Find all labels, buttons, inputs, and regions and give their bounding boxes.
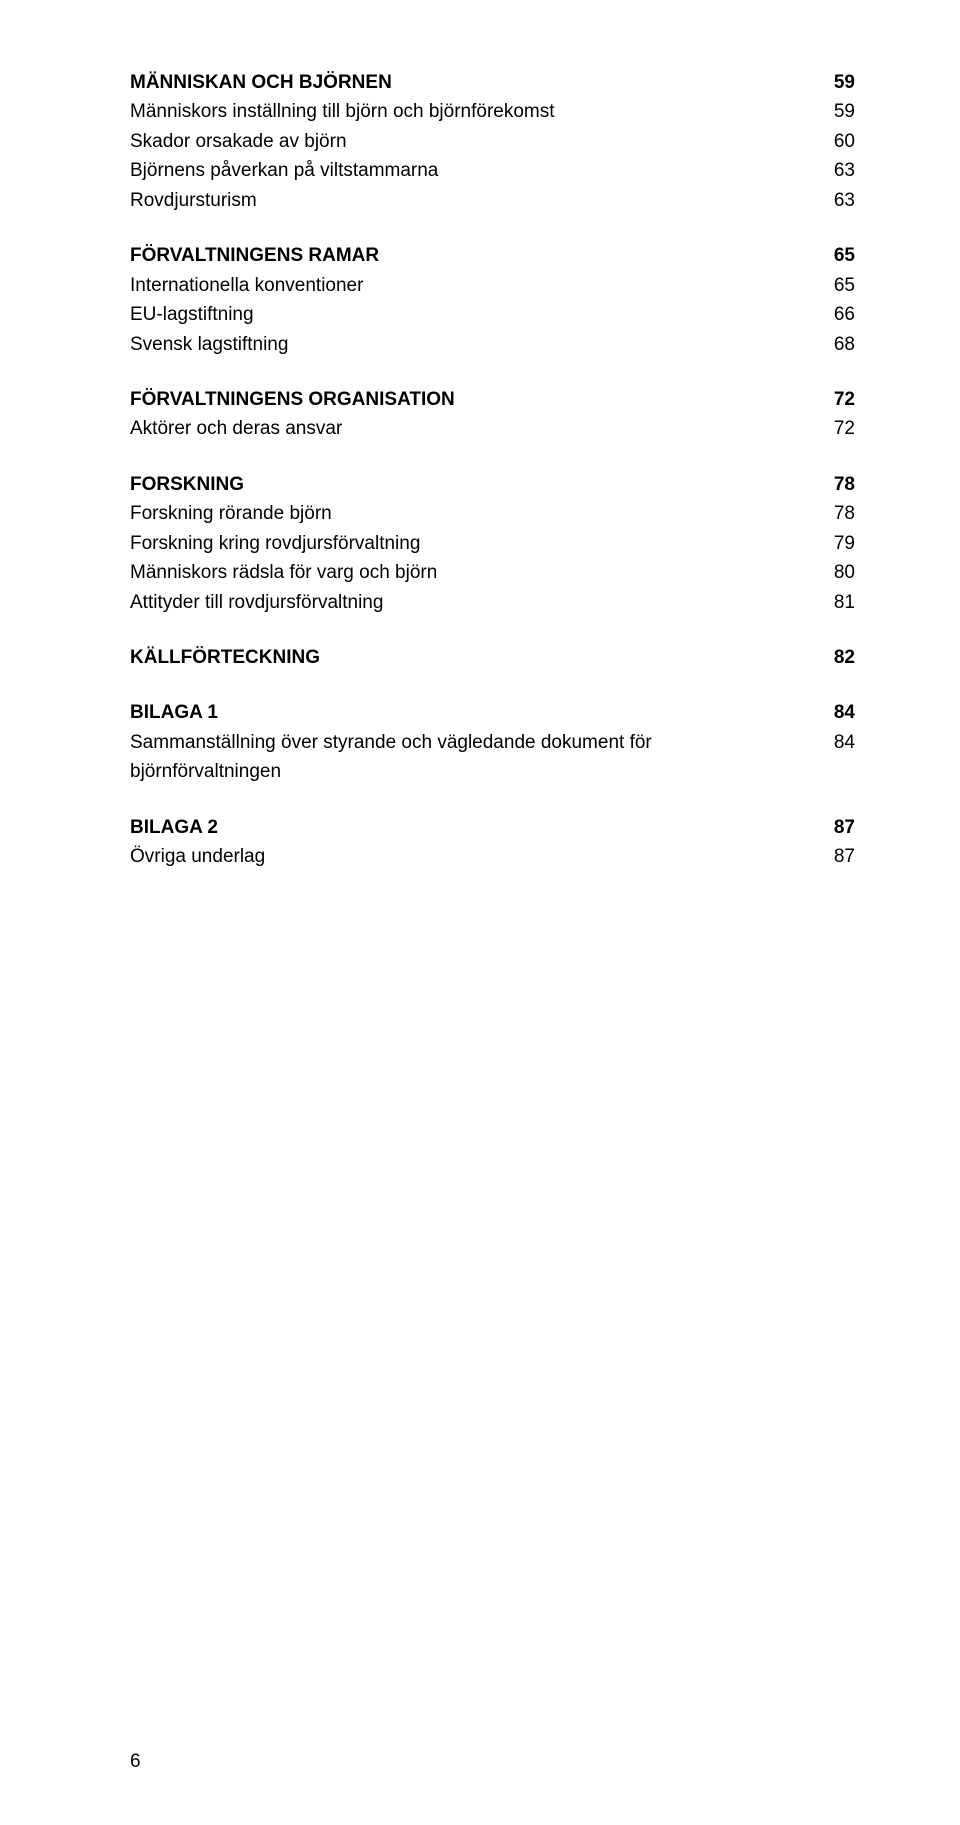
toc-row: Människors rädsla för varg och björn80 (130, 558, 855, 587)
toc-label: Övriga underlag (130, 842, 823, 871)
toc-row: FORSKNING78 (130, 470, 855, 499)
toc-page-number: 84 (823, 728, 855, 757)
toc-row: Forskning kring rovdjursförvaltning79 (130, 529, 855, 558)
toc-row: Aktörer och deras ansvar72 (130, 414, 855, 443)
toc-page-number: 78 (823, 499, 855, 528)
toc-section: FÖRVALTNINGENS RAMAR65Internationella ko… (130, 241, 855, 359)
toc-row: Övriga underlag87 (130, 842, 855, 871)
toc-row: BILAGA 184 (130, 698, 855, 727)
toc-label: FÖRVALTNINGENS RAMAR (130, 241, 823, 270)
toc-label: BILAGA 1 (130, 698, 823, 727)
toc-row: Attityder till rovdjursförvaltning81 (130, 588, 855, 617)
toc-label: EU-lagstiftning (130, 300, 823, 329)
toc-row: MÄNNISKAN OCH BJÖRNEN59 (130, 68, 855, 97)
toc-row: KÄLLFÖRTECKNING82 (130, 643, 855, 672)
toc-label: FORSKNING (130, 470, 823, 499)
toc-label: MÄNNISKAN OCH BJÖRNEN (130, 68, 823, 97)
page-number: 6 (130, 1751, 141, 1773)
toc-row: FÖRVALTNINGENS ORGANISATION72 (130, 385, 855, 414)
toc-label: Svensk lagstiftning (130, 330, 823, 359)
toc-row: Människors inställning till björn och bj… (130, 97, 855, 126)
toc-label: Forskning kring rovdjursförvaltning (130, 529, 823, 558)
toc-page-number: 87 (823, 842, 855, 871)
toc-label: Rovdjursturism (130, 186, 823, 215)
toc-page-number: 82 (823, 643, 855, 672)
toc-page-number: 72 (823, 414, 855, 443)
toc-page-number: 78 (823, 470, 855, 499)
toc-section: BILAGA 287Övriga underlag87 (130, 813, 855, 872)
toc-page-number: 63 (823, 156, 855, 185)
toc-page-number: 65 (823, 271, 855, 300)
toc-row: Björnens påverkan på viltstammarna63 (130, 156, 855, 185)
toc-page-number: 87 (823, 813, 855, 842)
toc-page-number: 84 (823, 698, 855, 727)
table-of-contents: MÄNNISKAN OCH BJÖRNEN59Människors instäl… (130, 68, 855, 872)
toc-page-number: 65 (823, 241, 855, 270)
toc-page-number: 72 (823, 385, 855, 414)
toc-page-number: 68 (823, 330, 855, 359)
toc-row: FÖRVALTNINGENS RAMAR65 (130, 241, 855, 270)
page: MÄNNISKAN OCH BJÖRNEN59Människors instäl… (0, 0, 960, 1825)
toc-page-number: 79 (823, 529, 855, 558)
toc-row: Rovdjursturism63 (130, 186, 855, 215)
toc-row: Skador orsakade av björn60 (130, 127, 855, 156)
toc-page-number: 59 (823, 97, 855, 126)
toc-label: Människors inställning till björn och bj… (130, 97, 823, 126)
toc-label: Människors rädsla för varg och björn (130, 558, 823, 587)
toc-row: Internationella konventioner65 (130, 271, 855, 300)
toc-section: KÄLLFÖRTECKNING82 (130, 643, 855, 672)
toc-page-number: 59 (823, 68, 855, 97)
toc-label: Sammanställning över styrande och vägled… (130, 728, 823, 787)
toc-row: BILAGA 287 (130, 813, 855, 842)
toc-row: EU-lagstiftning66 (130, 300, 855, 329)
toc-label: Skador orsakade av björn (130, 127, 823, 156)
toc-label: BILAGA 2 (130, 813, 823, 842)
toc-page-number: 63 (823, 186, 855, 215)
toc-label: Internationella konventioner (130, 271, 823, 300)
toc-label: Björnens påverkan på viltstammarna (130, 156, 823, 185)
toc-section: MÄNNISKAN OCH BJÖRNEN59Människors instäl… (130, 68, 855, 215)
toc-page-number: 81 (823, 588, 855, 617)
toc-row: Sammanställning över styrande och vägled… (130, 728, 855, 787)
toc-label: Attityder till rovdjursförvaltning (130, 588, 823, 617)
toc-page-number: 66 (823, 300, 855, 329)
toc-row: Forskning rörande björn78 (130, 499, 855, 528)
toc-page-number: 60 (823, 127, 855, 156)
toc-row: Svensk lagstiftning68 (130, 330, 855, 359)
toc-label: KÄLLFÖRTECKNING (130, 643, 823, 672)
toc-label: Aktörer och deras ansvar (130, 414, 823, 443)
toc-label: FÖRVALTNINGENS ORGANISATION (130, 385, 823, 414)
toc-label: Forskning rörande björn (130, 499, 823, 528)
toc-page-number: 80 (823, 558, 855, 587)
toc-section: FORSKNING78Forskning rörande björn78Fors… (130, 470, 855, 617)
toc-section: BILAGA 184Sammanställning över styrande … (130, 698, 855, 786)
toc-section: FÖRVALTNINGENS ORGANISATION72Aktörer och… (130, 385, 855, 444)
